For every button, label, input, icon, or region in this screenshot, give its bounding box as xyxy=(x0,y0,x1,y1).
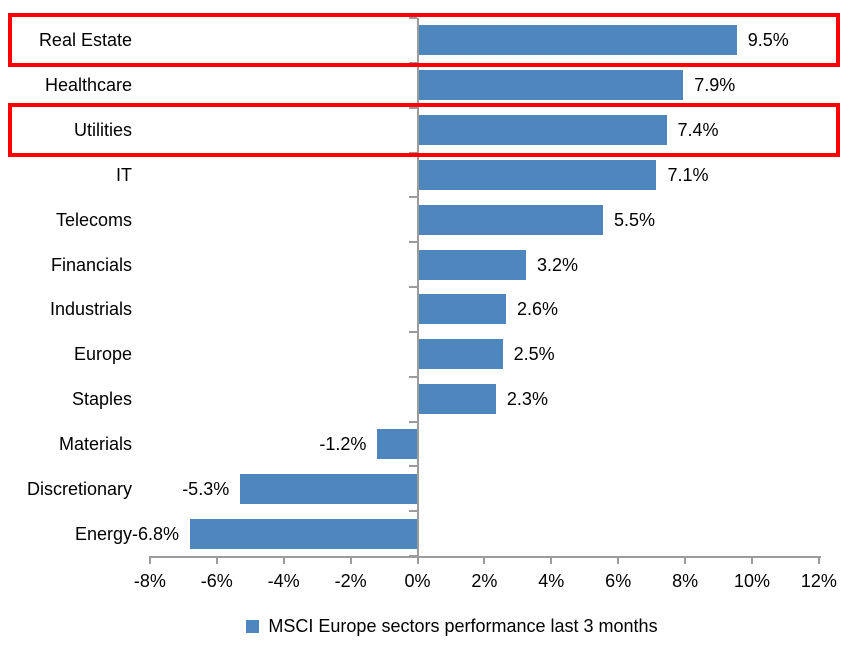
y-axis-tick xyxy=(408,17,417,19)
value-label: 3.2% xyxy=(537,254,579,275)
x-axis-tick-label: -2% xyxy=(334,571,367,591)
x-axis-tick xyxy=(817,556,820,564)
x-axis-line xyxy=(149,556,821,558)
y-axis-tick xyxy=(408,286,417,288)
bar xyxy=(419,204,603,235)
y-axis-tick xyxy=(408,375,417,378)
y-axis-tick xyxy=(408,106,417,109)
y-axis-tick xyxy=(408,151,417,154)
legend-series-swatch-icon xyxy=(246,619,260,633)
category-label: Telecoms xyxy=(55,209,132,230)
value-label: 7.1% xyxy=(667,164,709,185)
x-axis-tick-label: 10% xyxy=(733,571,771,591)
x-axis-tick xyxy=(550,556,553,564)
x-axis-tick-label: 0% xyxy=(404,571,431,591)
y-axis-tick xyxy=(408,465,417,468)
x-axis-tick xyxy=(349,556,352,564)
bar xyxy=(419,294,506,325)
y-axis-tick xyxy=(408,61,417,64)
bar xyxy=(419,249,527,280)
y-axis-tick xyxy=(408,330,417,333)
x-axis-tick xyxy=(215,556,218,564)
value-label: 7.4% xyxy=(677,120,719,141)
value-label: 2.5% xyxy=(513,344,555,365)
category-label: Discretionary xyxy=(26,478,132,499)
highlight-box xyxy=(8,13,840,68)
category-label: IT xyxy=(116,164,132,185)
value-label: 2.3% xyxy=(506,389,548,410)
x-axis-tick-label: 4% xyxy=(538,571,565,591)
x-axis-tick-label: -6% xyxy=(200,571,233,591)
category-label: Utilities xyxy=(73,120,132,141)
x-axis-tick xyxy=(148,556,151,564)
y-axis-tick xyxy=(408,196,417,199)
y-axis-tick xyxy=(408,241,417,244)
x-axis-tick-label: -8% xyxy=(133,571,166,591)
value-label: -6.8% xyxy=(132,523,180,544)
bar xyxy=(419,159,657,190)
y-axis-line xyxy=(416,18,419,563)
y-axis-tick xyxy=(408,420,417,423)
y-axis-tick xyxy=(408,510,417,513)
category-label: Materials xyxy=(58,433,132,454)
category-label: Europe xyxy=(73,344,132,365)
category-label: Healthcare xyxy=(44,75,132,96)
value-label: 7.9% xyxy=(694,75,736,96)
bar xyxy=(190,518,418,549)
legend-series-label: MSCI Europe sectors performance last 3 m… xyxy=(268,616,658,636)
x-axis-tick xyxy=(751,556,753,564)
category-label: Staples xyxy=(71,389,132,410)
bar xyxy=(419,115,667,146)
bar xyxy=(419,384,496,415)
bar xyxy=(419,25,737,56)
x-axis-tick-label: 6% xyxy=(605,571,632,591)
value-label: -1.2% xyxy=(319,433,367,454)
x-axis-tick xyxy=(617,556,620,564)
legend: MSCI Europe sectors performance last 3 m… xyxy=(26,612,852,640)
value-label: -5.3% xyxy=(182,478,230,499)
bar xyxy=(419,70,684,101)
category-label: Real Estate xyxy=(38,30,132,51)
highlight-box xyxy=(8,103,840,158)
category-label: Industrials xyxy=(49,299,132,320)
x-axis-tick xyxy=(483,556,486,564)
x-axis-tick xyxy=(416,556,419,564)
bar xyxy=(419,339,503,370)
x-axis-tick-label: 12% xyxy=(800,571,837,591)
category-label: Financials xyxy=(50,254,132,275)
category-label: Energy xyxy=(74,523,132,544)
x-axis-tick xyxy=(282,556,285,564)
value-label: 5.5% xyxy=(613,209,655,230)
bar xyxy=(240,473,418,504)
x-axis-tick-label: 2% xyxy=(471,571,498,591)
x-axis-tick-label: 8% xyxy=(672,571,699,591)
value-label: 2.6% xyxy=(516,299,558,320)
x-axis-tick xyxy=(684,556,687,564)
value-label: 9.5% xyxy=(747,30,789,51)
bar xyxy=(377,428,418,459)
x-axis-tick-label: -4% xyxy=(267,571,300,591)
